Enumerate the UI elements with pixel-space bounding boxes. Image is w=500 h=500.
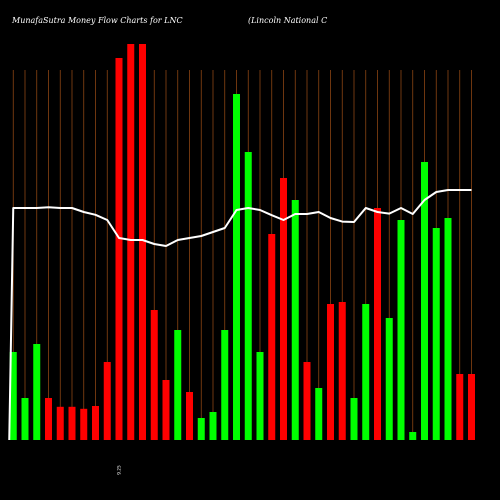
bar bbox=[115, 58, 123, 440]
bar bbox=[456, 374, 464, 440]
bar bbox=[397, 220, 405, 440]
bar bbox=[197, 418, 205, 440]
bar bbox=[421, 162, 428, 440]
bar bbox=[362, 304, 370, 440]
bar bbox=[9, 352, 17, 440]
bar bbox=[233, 94, 240, 440]
bar bbox=[444, 218, 452, 440]
bar bbox=[127, 44, 135, 440]
bar bbox=[45, 398, 52, 440]
x-tick-label: 9.25 bbox=[117, 465, 123, 475]
bar bbox=[209, 412, 217, 440]
bar bbox=[327, 304, 334, 440]
bar bbox=[280, 178, 287, 440]
bar bbox=[385, 318, 393, 440]
bar bbox=[103, 362, 111, 440]
bar bbox=[150, 310, 158, 440]
bar bbox=[80, 408, 88, 440]
bar bbox=[21, 398, 29, 440]
bar bbox=[162, 380, 170, 440]
chart-subtitle: (Lincoln National C bbox=[248, 16, 328, 25]
bar bbox=[291, 200, 299, 440]
bar bbox=[174, 330, 182, 440]
bar bbox=[315, 388, 323, 440]
bar bbox=[374, 208, 381, 440]
bar bbox=[56, 406, 64, 440]
bar bbox=[139, 44, 146, 440]
bar bbox=[256, 352, 264, 440]
money-flow-line bbox=[8, 189, 472, 441]
bar bbox=[186, 392, 193, 440]
bar bbox=[268, 234, 276, 440]
bar bbox=[33, 344, 41, 440]
bar bbox=[68, 406, 76, 440]
chart-title: MunafaSutra Money Flow Charts for LNC bbox=[12, 16, 183, 25]
bar bbox=[244, 152, 252, 440]
bar bbox=[409, 432, 417, 440]
bar bbox=[92, 406, 99, 440]
bar bbox=[350, 398, 358, 440]
bar bbox=[432, 228, 440, 440]
bar bbox=[338, 302, 346, 440]
bar bbox=[221, 330, 229, 440]
bar bbox=[468, 374, 475, 440]
bar bbox=[303, 362, 311, 440]
